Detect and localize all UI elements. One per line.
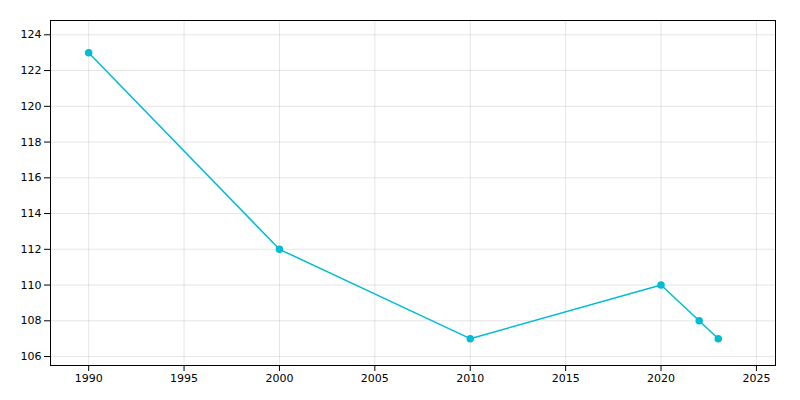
svg-text:118: 118 [21, 136, 42, 149]
svg-text:1995: 1995 [170, 372, 198, 385]
svg-text:2015: 2015 [552, 372, 580, 385]
svg-text:120: 120 [21, 100, 42, 113]
svg-text:108: 108 [21, 314, 42, 327]
svg-text:122: 122 [21, 64, 42, 77]
svg-text:110: 110 [21, 279, 42, 292]
svg-text:2005: 2005 [361, 372, 389, 385]
svg-text:2010: 2010 [456, 372, 484, 385]
svg-text:106: 106 [21, 350, 42, 363]
svg-text:124: 124 [21, 28, 42, 41]
svg-text:1990: 1990 [75, 372, 103, 385]
svg-text:116: 116 [21, 171, 42, 184]
svg-text:2000: 2000 [265, 372, 293, 385]
svg-text:112: 112 [21, 243, 42, 256]
svg-text:2020: 2020 [647, 372, 675, 385]
svg-text:114: 114 [21, 207, 42, 220]
svg-text:2025: 2025 [742, 372, 770, 385]
